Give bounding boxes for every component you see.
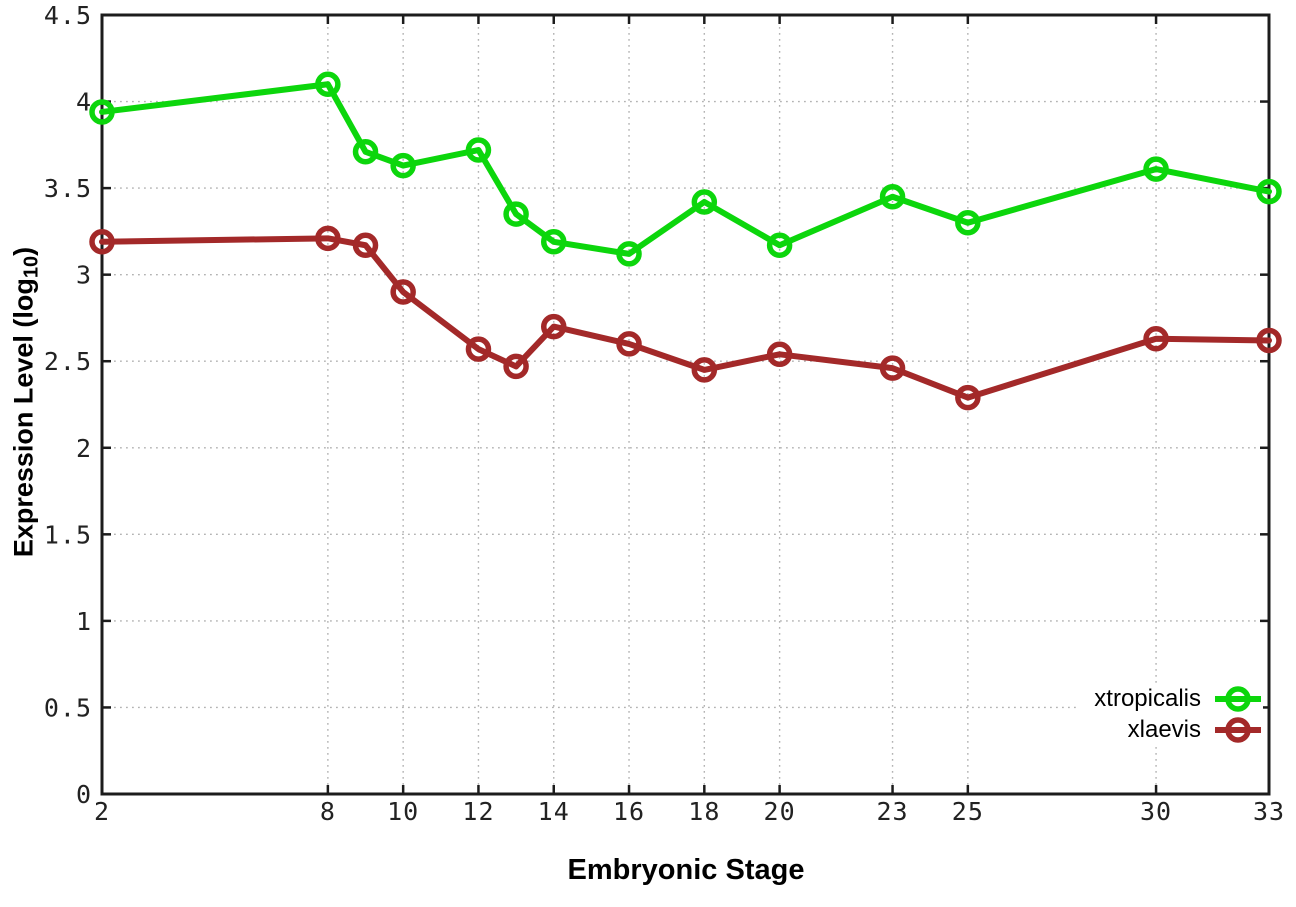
y-tick-label: 0.5 — [44, 693, 92, 722]
plot-border — [100, 13, 1271, 796]
legend: xtropicalis xlaevis — [1080, 684, 1263, 745]
legend-label-xtropicalis: xtropicalis — [1094, 685, 1201, 712]
data-point-xtropicalis-stage-30 — [1143, 156, 1169, 182]
data-point-xlaevis-stage-30 — [1143, 325, 1169, 352]
data-point-xtropicalis-stage-33 — [1256, 178, 1282, 205]
data-point-xlaevis-stage-14 — [540, 313, 567, 340]
data-point-xlaevis-stage-12 — [465, 336, 492, 362]
x-axis-title: Embryonic Stage — [567, 854, 805, 886]
data-point-xtropicalis-stage-12 — [465, 137, 492, 163]
x-tick-label: 16 — [613, 797, 645, 826]
legend-marker-xlaevis — [1215, 717, 1261, 743]
data-point-xlaevis-stage-33 — [1256, 327, 1282, 354]
data-point-xtropicalis-stage-9 — [352, 139, 379, 165]
x-tick-label: 20 — [764, 797, 796, 826]
data-point-xlaevis-stage-16 — [616, 331, 642, 357]
data-point-xlaevis-stage-8 — [315, 225, 341, 252]
x-tick-label: 23 — [876, 797, 908, 826]
y-tick-label: 4 — [76, 88, 92, 117]
x-tick-label: 12 — [462, 797, 494, 826]
data-point-xtropicalis-stage-23 — [879, 184, 906, 210]
legend-label-xlaevis: xlaevis — [1127, 716, 1201, 743]
x-tick-label: 14 — [538, 797, 570, 826]
data-point-xtropicalis-stage-10 — [390, 152, 416, 179]
y-axis-title-paren: ) — [8, 246, 39, 256]
y-tick-label: 2.5 — [44, 347, 92, 376]
data-point-xtropicalis-stage-13 — [503, 201, 529, 227]
x-tick-label: 8 — [320, 797, 336, 826]
y-tick-label: 3.5 — [44, 174, 92, 203]
data-point-xtropicalis-stage-16 — [616, 241, 642, 267]
data-point-xtropicalis-stage-20 — [766, 232, 793, 258]
data-point-xlaevis-stage-23 — [879, 355, 906, 381]
data-point-xlaevis-stage-13 — [503, 353, 529, 380]
x-tick-label: 18 — [688, 797, 720, 826]
legend-item-xtropicalis: xtropicalis — [1094, 684, 1263, 714]
data-point-xlaevis-stage-18 — [691, 357, 718, 383]
data-point-xtropicalis-stage-25 — [955, 209, 981, 236]
y-tick-label: 1 — [76, 607, 92, 636]
y-axis-title: Expression Level (log10) — [9, 247, 44, 557]
y-tick-label: 4.5 — [44, 1, 92, 30]
y-tick-label: 2 — [76, 434, 92, 463]
data-point-xlaevis-stage-9 — [352, 232, 379, 258]
series-line-xlaevis — [99, 235, 1272, 401]
x-tick-label: 30 — [1140, 797, 1172, 826]
data-point-xtropicalis-stage-14 — [540, 229, 567, 255]
legend-marker-xtropicalis — [1215, 686, 1261, 712]
data-point-xtropicalis-stage-8 — [315, 71, 341, 97]
y-axis-title-text: Expression Level (log — [8, 278, 39, 558]
y-tick-label: 3 — [76, 261, 92, 290]
x-tick-label: 2 — [94, 797, 110, 826]
data-point-xlaevis-stage-20 — [766, 341, 793, 368]
y-axis-title-subscript: 10 — [20, 255, 43, 279]
data-point-xtropicalis-stage-2 — [89, 99, 115, 125]
legend-item-xlaevis: xlaevis — [1128, 715, 1263, 745]
x-tick-label: 33 — [1253, 797, 1285, 826]
y-tick-label: 0 — [76, 780, 92, 809]
data-point-xlaevis-stage-10 — [390, 279, 416, 305]
x-tick-label: 25 — [952, 797, 984, 826]
data-point-xlaevis-stage-25 — [955, 384, 981, 411]
data-point-xlaevis-stage-2 — [89, 229, 115, 255]
x-tick-label: 10 — [387, 797, 419, 826]
y-tick-label: 1.5 — [44, 520, 92, 549]
data-point-xtropicalis-stage-18 — [691, 189, 718, 215]
series-line-xtropicalis — [99, 81, 1272, 257]
